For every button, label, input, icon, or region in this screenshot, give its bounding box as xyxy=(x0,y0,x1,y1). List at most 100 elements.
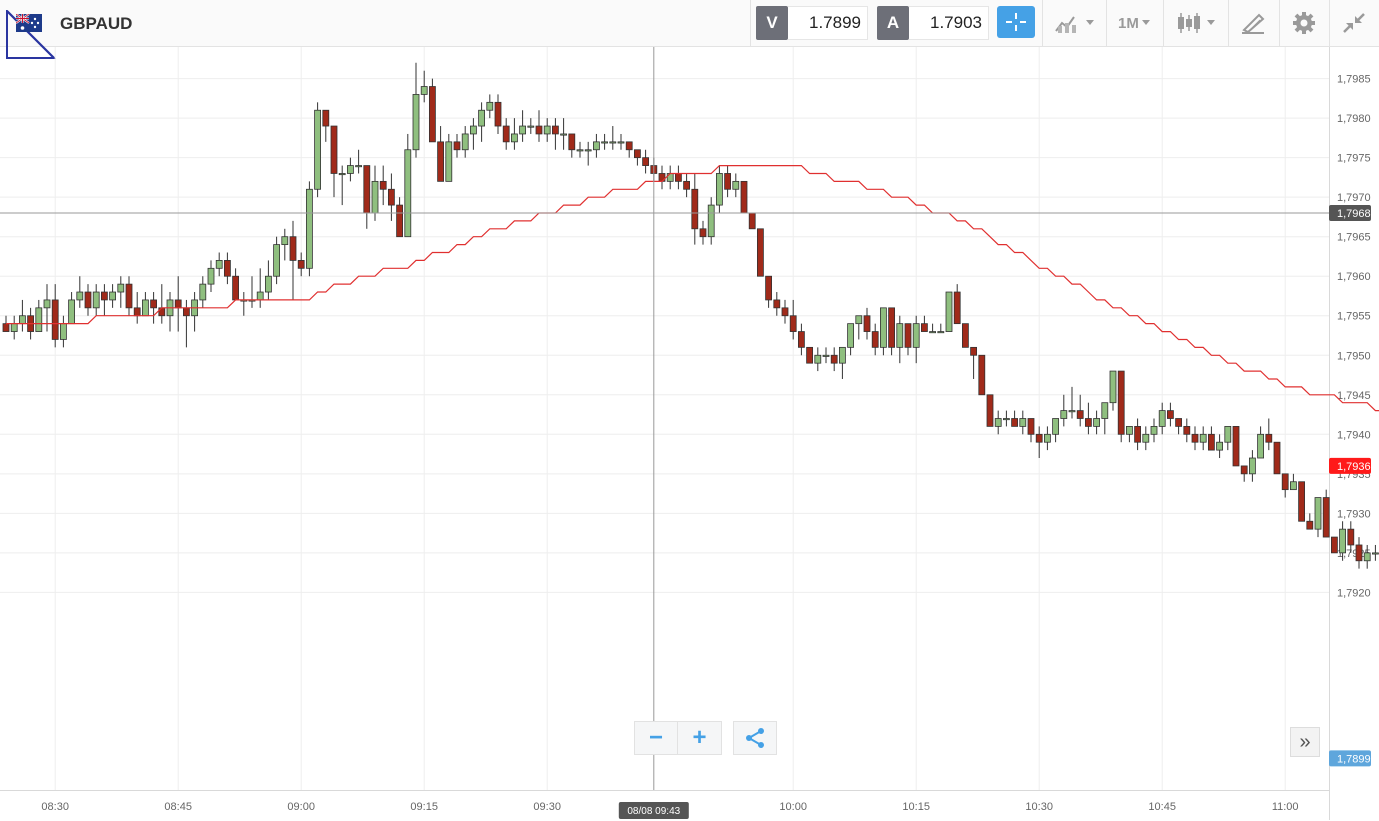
candle-body xyxy=(1208,433,1215,451)
candle-body xyxy=(502,125,510,143)
candle-body xyxy=(871,331,879,348)
candle-body xyxy=(1191,433,1199,443)
candle-body xyxy=(232,275,240,301)
candle-body xyxy=(314,109,322,190)
zoom-out-button[interactable]: − xyxy=(634,721,678,755)
indicators-button[interactable] xyxy=(1054,10,1098,36)
candle-body xyxy=(469,125,477,135)
candle-body xyxy=(305,188,313,269)
chart-type-button[interactable] xyxy=(1176,10,1220,36)
candle-body xyxy=(584,149,592,152)
candle-body xyxy=(732,180,740,190)
buy-price-box[interactable]: A 1.7903 xyxy=(877,5,989,41)
candle-body xyxy=(765,275,772,301)
candle-body xyxy=(814,354,822,364)
candle-body xyxy=(1093,418,1100,427)
candle-body xyxy=(215,260,223,269)
y-tick-label: 1,7955 xyxy=(1337,311,1371,323)
candle-body xyxy=(543,125,551,135)
buy-price[interactable]: 1.7903 xyxy=(909,6,989,40)
candle-body xyxy=(461,133,469,151)
candle-body xyxy=(822,354,830,357)
drawing-tools-button[interactable] xyxy=(1240,10,1266,36)
candle-body xyxy=(1003,418,1010,421)
candle-body xyxy=(863,315,871,332)
flag-icon xyxy=(16,14,42,32)
candle-body xyxy=(855,315,863,325)
candle-body xyxy=(1355,544,1363,562)
indicators-icon xyxy=(1055,16,1094,33)
candle-body xyxy=(174,299,182,309)
x-tick-label: 10:30 xyxy=(1025,801,1053,813)
candlestick-chart[interactable]: 1,7985 1,7980 1,7975 1,7970 1,7965 1,7960 1,79… xyxy=(0,47,1379,821)
candle-body xyxy=(929,331,936,334)
zoom-in-button[interactable]: + xyxy=(677,721,722,755)
toolbar-divider xyxy=(1106,0,1107,46)
candle-body xyxy=(1068,410,1076,413)
toolbar-divider xyxy=(1163,0,1164,46)
candle-body xyxy=(699,228,707,238)
toolbar-divider xyxy=(1042,0,1043,46)
candle-body xyxy=(691,188,699,230)
candle-body xyxy=(625,141,633,151)
zoom-in-icon: + xyxy=(692,724,707,751)
candle-body xyxy=(978,354,986,396)
candle-body xyxy=(994,418,1002,427)
timeframe-dropdown[interactable]: 1M xyxy=(1118,10,1153,36)
x-tick-label: 10:15 xyxy=(902,801,930,813)
candle-body xyxy=(1101,402,1109,419)
candle-body xyxy=(789,315,797,332)
share-button[interactable] xyxy=(733,721,777,755)
candle-body xyxy=(1232,426,1240,467)
y-tick-label: 1,7920 xyxy=(1337,587,1371,599)
candle-body xyxy=(683,180,690,190)
candle-body xyxy=(937,331,945,334)
drawing-tools-icon xyxy=(1242,13,1265,34)
candle-body xyxy=(1150,426,1158,435)
candle-body xyxy=(60,323,67,340)
candle-body xyxy=(921,323,928,332)
crosshair-icon xyxy=(1006,13,1026,31)
candle-body xyxy=(10,323,18,332)
settings-button[interactable] xyxy=(1291,10,1317,36)
candle-body xyxy=(1331,536,1338,554)
crosshair-button[interactable] xyxy=(997,6,1035,38)
candle-body xyxy=(1126,426,1133,435)
candle-body xyxy=(576,149,584,152)
candle-body xyxy=(1109,370,1117,404)
candle-body xyxy=(207,267,215,285)
scroll-to-latest-button[interactable]: » xyxy=(1290,727,1320,757)
candle-body xyxy=(1044,433,1051,443)
candle-body xyxy=(494,101,502,127)
chart-toolbar: GBPAUD V 1.7899 A 1.7903 1M xyxy=(0,0,1379,59)
y-tick-label: 1,7940 xyxy=(1337,429,1371,441)
y-tick-label: 1,7970 xyxy=(1337,192,1371,204)
toolbar-divider xyxy=(1279,0,1280,46)
buy-label[interactable]: A xyxy=(877,6,909,40)
candle-body xyxy=(141,299,149,317)
toolbar-divider xyxy=(1228,0,1229,46)
collapse-icon xyxy=(1343,13,1365,33)
candle-body xyxy=(880,307,887,348)
candle-body xyxy=(379,180,387,190)
collapse-button[interactable] xyxy=(1341,10,1367,36)
candle-body xyxy=(428,86,436,143)
candle-body xyxy=(35,307,43,332)
candle-body xyxy=(84,291,92,309)
candle-body xyxy=(273,244,281,277)
candle-body xyxy=(478,109,486,127)
candle-body xyxy=(1019,418,1027,427)
candle-body xyxy=(560,133,567,136)
y-tick-label: 1,7985 xyxy=(1337,74,1371,86)
candle-body xyxy=(1249,457,1256,475)
sell-label[interactable]: V xyxy=(756,6,788,40)
candle-body xyxy=(76,291,84,301)
candle-body xyxy=(1240,465,1248,475)
candle-body xyxy=(617,141,625,144)
candle-body xyxy=(601,141,608,144)
candle-body xyxy=(1363,552,1371,562)
sell-price-box[interactable]: V 1.7899 xyxy=(756,5,868,41)
candle-body xyxy=(1290,481,1297,491)
candle-body xyxy=(387,188,395,206)
sell-price[interactable]: 1.7899 xyxy=(788,6,868,40)
